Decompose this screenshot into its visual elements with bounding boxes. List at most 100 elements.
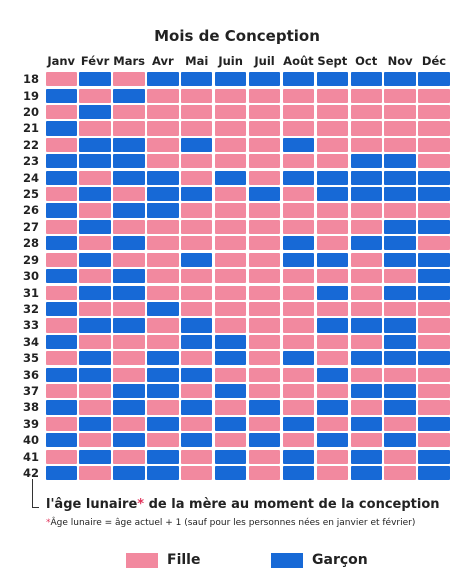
cell-fille [350,252,382,267]
cell-garcon [147,351,179,366]
cell-garcon [384,219,416,235]
month-header: Août [283,54,314,68]
cell-fille [248,88,281,103]
cell-fille [316,416,349,431]
cell-fille [45,416,77,431]
cell-garcon [45,465,77,481]
cell-garcon [316,400,349,415]
cell-garcon [79,367,111,382]
cell-garcon [147,301,179,317]
legend-label-garcon: Garçon [312,552,368,568]
cell-garcon [418,219,450,235]
cell-garcon [45,170,77,185]
cell-garcon [350,72,382,87]
cell-garcon [350,154,382,169]
cell-fille [248,203,281,218]
cell-fille [316,351,349,366]
cell-garcon [384,400,416,415]
cell-garcon [79,252,111,267]
cell-fille [418,334,450,349]
cell-garcon [316,318,349,333]
cell-fille [147,154,179,169]
cell-fille [181,236,213,251]
month-header: Nov [387,54,413,68]
cell-garcon [316,433,349,448]
cell-fille [418,301,450,317]
cell-fille [45,252,77,267]
cell-garcon [350,351,382,366]
legend-swatch-fille [126,553,158,568]
cell-fille [181,301,213,317]
cell-garcon [113,433,145,448]
cell-fille [181,416,213,431]
cell-fille [214,137,247,153]
cell-fille [350,121,382,136]
cell-fille [147,400,179,415]
cell-fille [113,367,145,382]
cell-garcon [282,416,315,431]
cell-fille [79,203,111,218]
cell-garcon [79,105,111,120]
cell-fille [418,367,450,382]
cell-fille [384,449,416,464]
cell-fille [147,269,179,284]
cell-garcon [350,416,382,431]
cell-fille [384,121,416,136]
cell-fille [147,236,179,251]
age-label: 32 [23,301,40,316]
cell-garcon [316,252,349,267]
legend-swatch-garcon [271,553,303,568]
cell-fille [248,219,281,235]
cell-fille [113,301,145,317]
cell-garcon [113,465,145,481]
cell-garcon [45,154,77,169]
cell-fille [384,88,416,103]
cell-fille [248,121,281,136]
cell-fille [113,351,145,366]
cell-garcon [181,72,213,87]
age-axis-caption: l'âge lunaire* de la mère au moment de l… [46,497,440,512]
cell-garcon [79,449,111,464]
cell-garcon [147,465,179,481]
cell-fille [316,236,349,251]
cell-fille [181,383,213,399]
cell-fille [79,121,111,136]
cell-fille [316,121,349,136]
cell-garcon [282,170,315,185]
cell-garcon [79,187,111,202]
cell-fille [248,383,281,399]
cell-garcon [79,351,111,366]
cell-garcon [79,154,111,169]
cell-garcon [79,416,111,431]
cell-fille [214,105,247,120]
cell-garcon [384,252,416,267]
age-label: 38 [23,400,40,415]
cell-fille [350,203,382,218]
month-header: Mars [113,54,146,68]
cell-garcon [181,318,213,333]
cell-fille [214,400,247,415]
cell-fille [147,105,179,120]
cell-fille [214,433,247,448]
cell-garcon [350,236,382,251]
cell-fille [181,269,213,284]
cell-fille [418,121,450,136]
cell-garcon [214,449,247,464]
cell-fille [384,465,416,481]
cell-garcon [181,252,213,267]
month-header: Déc [421,54,447,68]
cell-garcon [79,137,111,153]
cell-fille [418,236,450,251]
cell-fille [45,187,77,202]
cell-garcon [282,351,315,366]
cell-fille [248,334,281,349]
cell-garcon [45,433,77,448]
cell-garcon [113,88,145,103]
cell-garcon [350,449,382,464]
age-label: 30 [23,269,40,284]
cell-fille [79,88,111,103]
cell-fille [113,121,145,136]
cell-garcon [214,351,247,366]
cell-garcon [45,367,77,382]
cell-fille [79,301,111,317]
